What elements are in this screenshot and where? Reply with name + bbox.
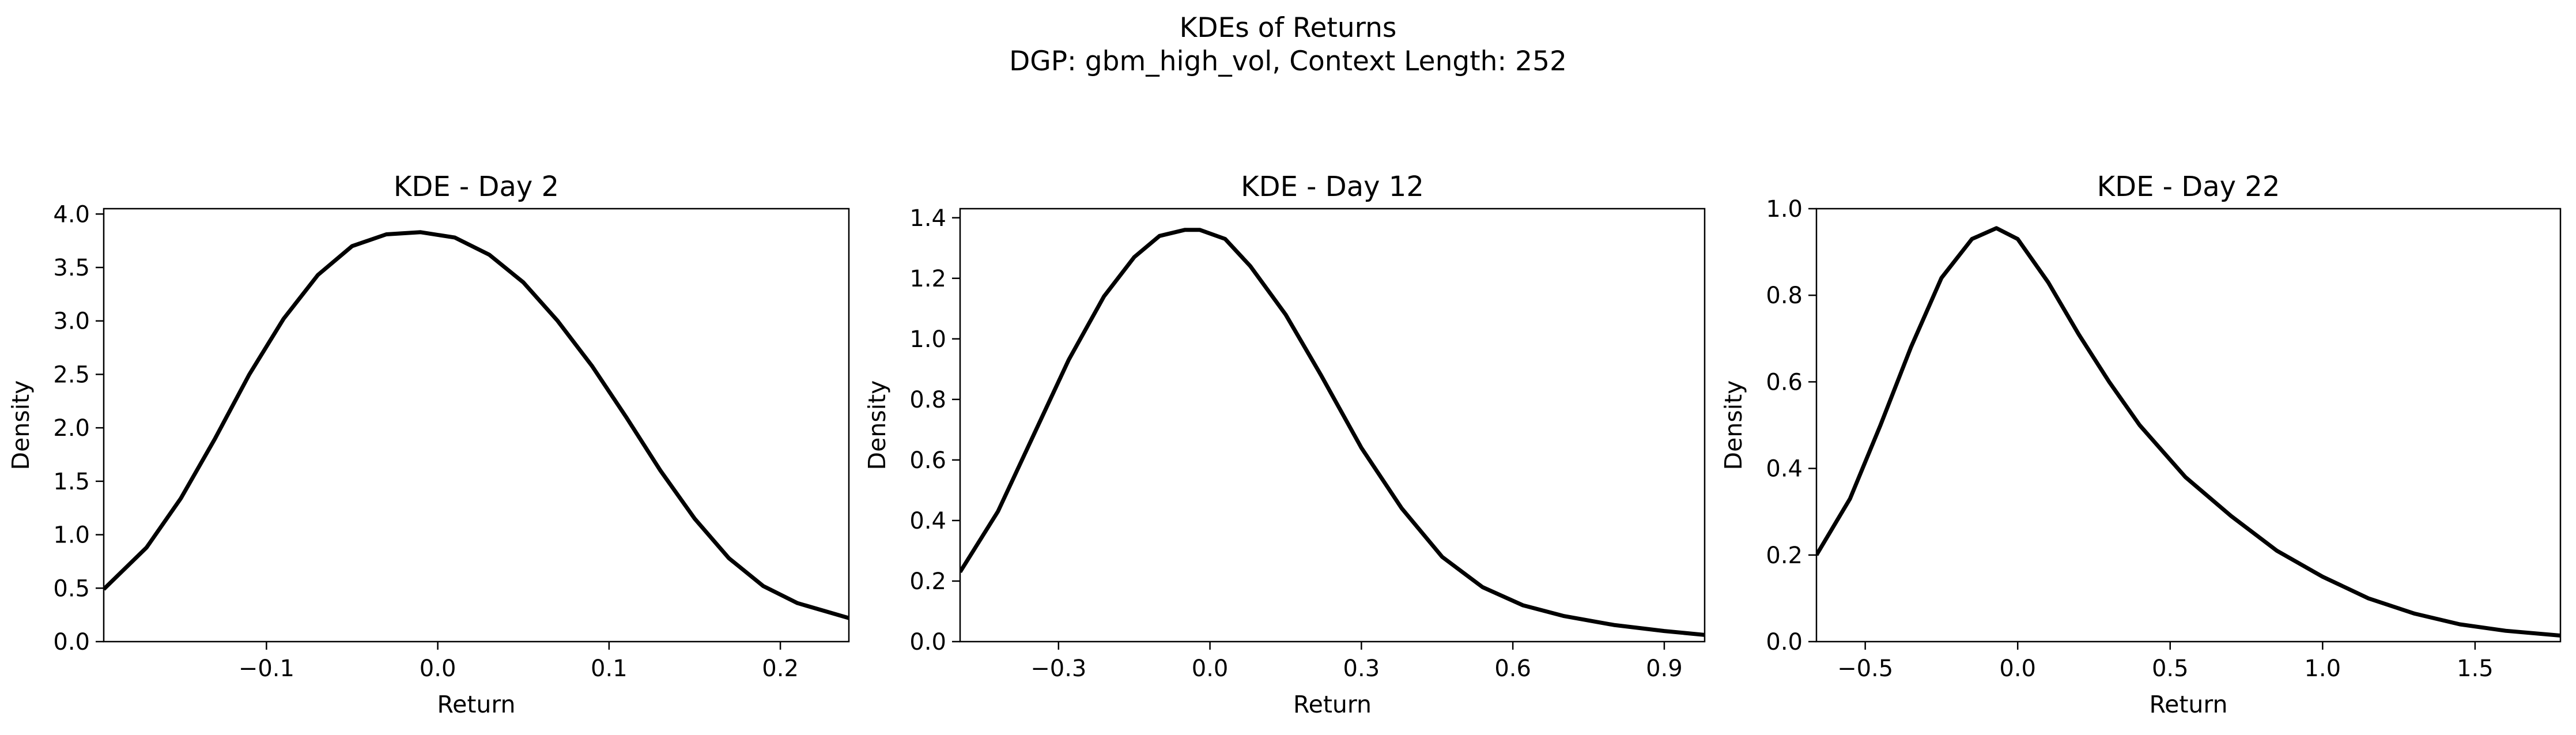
subplot-title: KDE - Day 12 bbox=[1241, 171, 1424, 203]
subplot-2: −0.3 0.0 0.3 0.6 0.9 0.0 0.2 0.4 0.6 0.8 1.0 1.2 1.4… bbox=[863, 171, 1706, 718]
x-tick-label: 0.1 bbox=[591, 655, 628, 682]
x-tick-label: 0.2 bbox=[762, 655, 799, 682]
y-tick-label: 0.0 bbox=[909, 629, 946, 655]
y-tick-label: 1.5 bbox=[53, 469, 90, 495]
y-tick-label: 2.0 bbox=[53, 415, 90, 442]
subplot-grid: −0.1 0.0 0.1 0.2 0.0 0.5 1.0 1.5 2.0 2.5 3.0 3.5 4.0… bbox=[7, 171, 2562, 718]
x-tick-label: −0.1 bbox=[239, 655, 294, 682]
x-tick-label: 0.5 bbox=[2152, 655, 2189, 682]
x-tick-label: 0.6 bbox=[1494, 655, 1531, 682]
y-axis-label: Density bbox=[1720, 380, 1747, 470]
x-tick-label: 0.0 bbox=[1999, 655, 2036, 682]
x-tick-label: 0.0 bbox=[420, 655, 456, 682]
x-axis-label: Return bbox=[2149, 691, 2227, 718]
subplot-3: −0.5 0.0 0.5 1.0 1.5 0.0 0.2 0.4 0.6 0.8 1.0 KDE - … bbox=[1720, 171, 2562, 718]
y-tick-label: 0.2 bbox=[1766, 542, 1803, 569]
axes-frame bbox=[959, 208, 1706, 643]
x-axis-label: Return bbox=[437, 691, 515, 718]
y-tick-label: 0.8 bbox=[1766, 282, 1803, 309]
x-tick-label: −0.3 bbox=[1030, 655, 1086, 682]
y-tick-label: 0.4 bbox=[1766, 456, 1803, 483]
y-tick-label: 1.0 bbox=[909, 326, 946, 353]
y-tick-label: 0.2 bbox=[909, 568, 946, 595]
axes-frame bbox=[103, 208, 850, 643]
y-tick-label: 0.0 bbox=[1766, 629, 1803, 655]
y-axis-label: Density bbox=[863, 380, 891, 470]
kde-curve-1 bbox=[104, 230, 849, 620]
y-tick-label: 0.4 bbox=[909, 508, 946, 534]
x-tick-label: 0.0 bbox=[1192, 655, 1229, 682]
y-tick-label: 1.4 bbox=[909, 205, 946, 232]
subplot-1: −0.1 0.0 0.1 0.2 0.0 0.5 1.0 1.5 2.0 2.5 3.0 3.5 4.0… bbox=[7, 171, 850, 718]
x-axis-label: Return bbox=[1293, 691, 1372, 718]
y-tick-label: 2.5 bbox=[53, 361, 90, 388]
y-axis-label: Density bbox=[7, 380, 35, 470]
y-tick-label: 4.0 bbox=[53, 201, 90, 228]
x-tick-label: 0.9 bbox=[1646, 655, 1683, 682]
kde-curve-3 bbox=[1816, 226, 2560, 638]
figure-title-line-1: KDEs of Returns bbox=[1180, 12, 1397, 44]
y-tick-label: 3.0 bbox=[53, 308, 90, 335]
x-tick-label: 0.3 bbox=[1343, 655, 1380, 682]
kde-curve-2 bbox=[960, 228, 1705, 637]
figure-title-line-2: DGP: gbm_high_vol, Context Length: 252 bbox=[1009, 46, 1567, 77]
y-tick-label: 1.0 bbox=[1766, 196, 1803, 223]
y-tick-label: 0.6 bbox=[909, 447, 946, 474]
y-tick-label: 1.0 bbox=[53, 522, 90, 549]
x-tick-label: −0.5 bbox=[1837, 655, 1893, 682]
axes-frame bbox=[1815, 208, 2562, 643]
x-tick-label: 1.0 bbox=[2304, 655, 2341, 682]
subplot-title: KDE - Day 2 bbox=[394, 171, 559, 203]
y-tick-label: 0.0 bbox=[53, 629, 90, 655]
y-tick-label: 0.5 bbox=[53, 575, 90, 602]
y-tick-label: 1.2 bbox=[909, 266, 946, 292]
y-tick-label: 0.8 bbox=[909, 387, 946, 413]
x-tick-label: 1.5 bbox=[2457, 655, 2494, 682]
y-tick-label: 0.6 bbox=[1766, 369, 1803, 395]
subplot-title: KDE - Day 22 bbox=[2097, 171, 2280, 203]
y-tick-label: 3.5 bbox=[53, 255, 90, 281]
